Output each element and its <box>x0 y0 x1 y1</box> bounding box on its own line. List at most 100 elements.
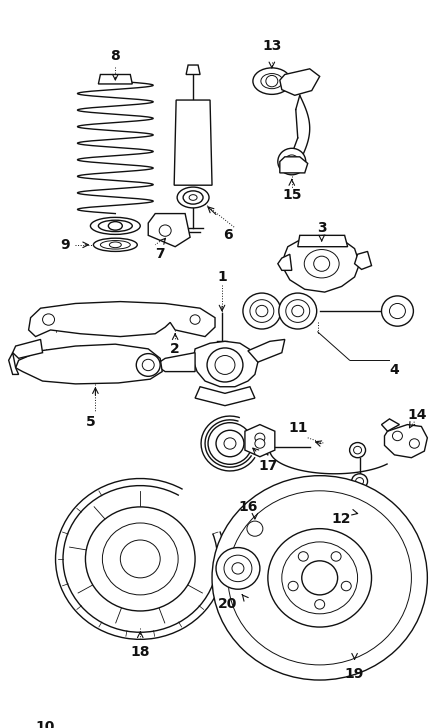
Text: 11: 11 <box>288 422 308 435</box>
Ellipse shape <box>189 194 197 200</box>
Circle shape <box>302 561 337 595</box>
Circle shape <box>356 478 364 485</box>
Circle shape <box>353 446 361 454</box>
Polygon shape <box>278 254 292 270</box>
Circle shape <box>315 600 325 609</box>
Circle shape <box>215 355 235 374</box>
Circle shape <box>352 474 368 489</box>
Circle shape <box>331 552 341 561</box>
Text: 4: 4 <box>389 363 399 376</box>
Text: 2: 2 <box>170 342 180 356</box>
Circle shape <box>103 523 178 595</box>
Circle shape <box>208 423 252 464</box>
Circle shape <box>392 431 402 440</box>
Circle shape <box>43 314 55 325</box>
Circle shape <box>266 76 278 87</box>
Text: 19: 19 <box>345 668 364 681</box>
Circle shape <box>409 439 420 448</box>
Circle shape <box>389 304 405 319</box>
Text: 14: 14 <box>408 408 427 422</box>
Text: 16: 16 <box>238 500 258 514</box>
Circle shape <box>352 501 368 516</box>
Text: 15: 15 <box>282 188 301 202</box>
Polygon shape <box>355 251 372 269</box>
Circle shape <box>288 582 298 591</box>
Text: 12: 12 <box>332 513 351 526</box>
Circle shape <box>255 433 265 443</box>
Circle shape <box>256 305 268 317</box>
Text: 6: 6 <box>223 229 233 242</box>
Circle shape <box>282 542 357 614</box>
Polygon shape <box>99 74 132 84</box>
Text: 1: 1 <box>217 270 227 284</box>
Circle shape <box>142 360 154 371</box>
Circle shape <box>255 439 265 448</box>
Circle shape <box>298 552 308 561</box>
Ellipse shape <box>250 300 274 323</box>
Polygon shape <box>16 344 162 384</box>
Polygon shape <box>155 352 195 371</box>
Circle shape <box>120 540 160 578</box>
Polygon shape <box>245 424 275 456</box>
Polygon shape <box>195 387 255 405</box>
Ellipse shape <box>253 68 291 95</box>
Circle shape <box>292 305 304 317</box>
Ellipse shape <box>109 242 121 248</box>
Circle shape <box>224 438 236 449</box>
Ellipse shape <box>183 191 203 204</box>
Polygon shape <box>298 235 348 247</box>
Circle shape <box>224 555 252 582</box>
Polygon shape <box>28 301 215 336</box>
Circle shape <box>159 225 171 237</box>
Polygon shape <box>13 339 43 358</box>
Text: 20: 20 <box>218 598 238 612</box>
Circle shape <box>85 507 195 611</box>
Ellipse shape <box>286 300 310 323</box>
Circle shape <box>349 443 365 458</box>
Circle shape <box>278 149 306 175</box>
Circle shape <box>207 348 243 382</box>
Text: 9: 9 <box>61 238 70 252</box>
Circle shape <box>216 430 244 456</box>
Circle shape <box>247 521 263 537</box>
Polygon shape <box>186 65 200 74</box>
Polygon shape <box>280 157 308 173</box>
Circle shape <box>212 475 428 680</box>
Circle shape <box>381 296 413 326</box>
Ellipse shape <box>99 220 132 232</box>
Circle shape <box>268 529 372 627</box>
Polygon shape <box>381 419 400 431</box>
Ellipse shape <box>93 238 137 251</box>
Text: 5: 5 <box>86 415 95 429</box>
Ellipse shape <box>243 293 281 329</box>
Circle shape <box>232 563 244 574</box>
Polygon shape <box>385 424 428 458</box>
Ellipse shape <box>304 250 339 278</box>
Text: 3: 3 <box>317 221 326 234</box>
Ellipse shape <box>108 221 122 230</box>
Circle shape <box>190 314 200 324</box>
Ellipse shape <box>100 240 130 249</box>
Circle shape <box>285 155 299 168</box>
Polygon shape <box>248 339 285 362</box>
Text: 18: 18 <box>131 645 150 659</box>
Text: 8: 8 <box>111 49 120 63</box>
Text: 17: 17 <box>258 459 278 473</box>
Polygon shape <box>193 341 258 387</box>
Circle shape <box>228 491 412 665</box>
Ellipse shape <box>177 187 209 208</box>
Text: 13: 13 <box>262 39 281 53</box>
Text: 7: 7 <box>155 248 165 261</box>
Polygon shape <box>280 69 320 95</box>
Polygon shape <box>174 100 212 185</box>
Circle shape <box>216 547 260 589</box>
Polygon shape <box>9 352 19 374</box>
Polygon shape <box>282 235 360 292</box>
Polygon shape <box>148 213 190 247</box>
Circle shape <box>341 582 351 591</box>
Ellipse shape <box>91 218 140 234</box>
Ellipse shape <box>279 293 317 329</box>
Circle shape <box>314 256 329 272</box>
Text: 10: 10 <box>36 720 55 728</box>
Ellipse shape <box>261 74 283 89</box>
